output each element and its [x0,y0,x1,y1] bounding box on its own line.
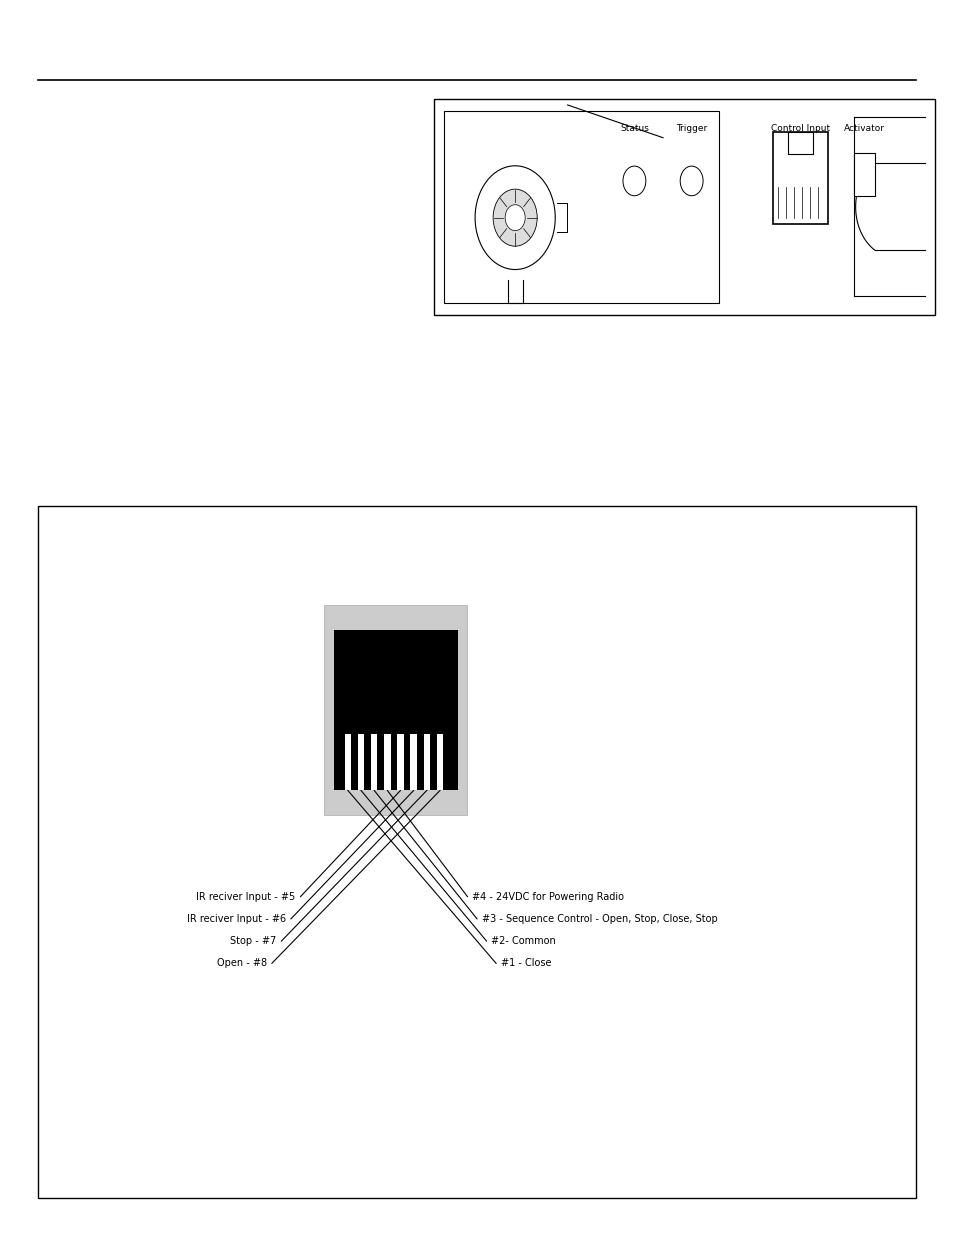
Text: Control Input: Control Input [770,125,829,133]
Bar [772,132,827,225]
Text: Status: Status [619,125,648,133]
Bar [853,153,874,196]
Text: Activator: Activator [843,125,883,133]
Bar [378,630,413,657]
Circle shape [493,189,537,246]
Bar [443,111,719,303]
Circle shape [679,167,702,195]
Bar [334,630,457,790]
Circle shape [505,205,525,231]
Text: Stop - #7: Stop - #7 [231,936,276,946]
Bar [396,734,403,790]
Text: IR reciver Input - #5: IR reciver Input - #5 [196,892,295,902]
Circle shape [475,165,555,269]
Bar [371,734,377,790]
Text: Trigger: Trigger [676,125,706,133]
Bar [410,734,416,790]
Text: IR reciver Input - #6: IR reciver Input - #6 [187,914,286,924]
Bar [324,605,467,815]
Bar [423,734,430,790]
Text: #1 - Close: #1 - Close [500,958,551,968]
Text: #3 - Sequence Control - Open, Stop, Close, Stop: #3 - Sequence Control - Open, Stop, Clos… [481,914,717,924]
Bar [436,734,443,790]
Text: #4 - 24VDC for Powering Radio: #4 - 24VDC for Powering Radio [472,892,623,902]
Bar [344,734,351,790]
Bar [384,734,390,790]
Circle shape [622,167,645,195]
Text: #2- Common: #2- Common [491,936,556,946]
Bar [787,132,812,154]
Bar [38,506,915,1198]
Bar [357,734,364,790]
Bar [434,99,934,315]
Text: Open - #8: Open - #8 [216,958,267,968]
